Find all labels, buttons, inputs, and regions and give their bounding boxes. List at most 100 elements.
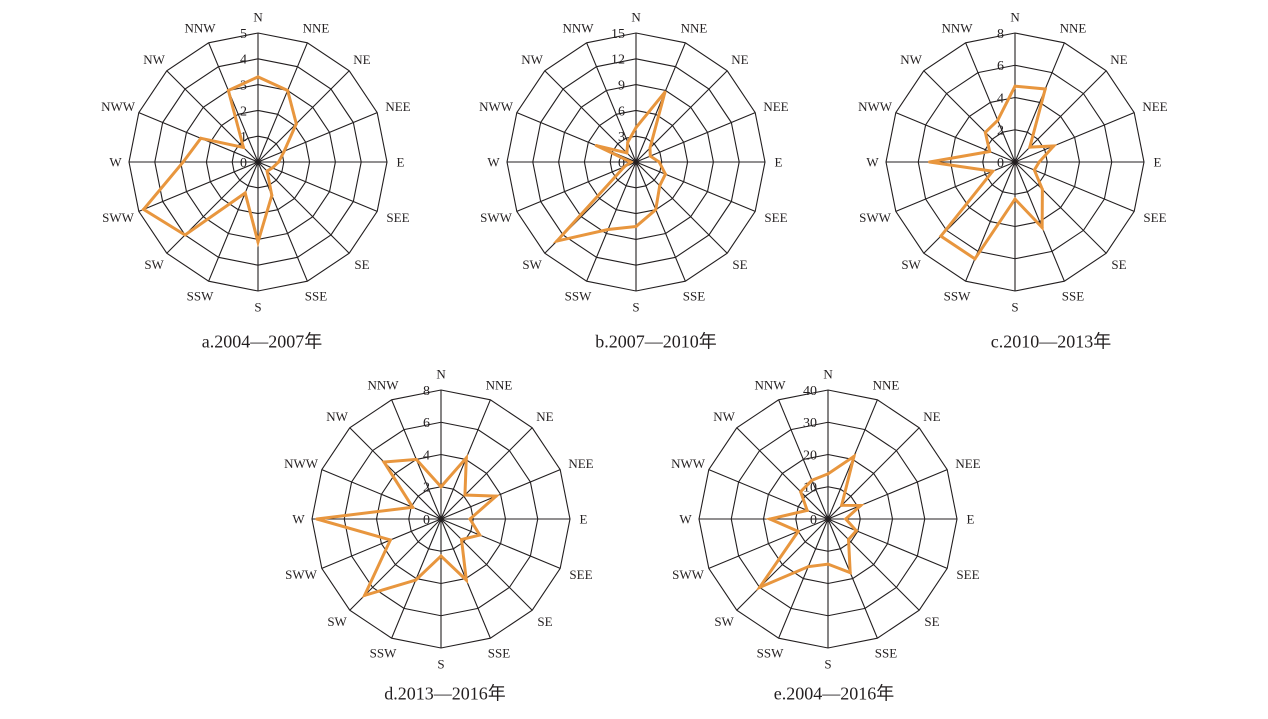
data-point	[282, 149, 286, 153]
spoke-line	[516, 161, 637, 212]
spoke-line	[440, 427, 533, 520]
data-point	[1013, 197, 1017, 201]
data-point	[844, 517, 848, 521]
direction-label: SSW	[565, 289, 592, 304]
direction-label: NNW	[367, 378, 399, 393]
spoke-line	[965, 42, 1016, 163]
data-point	[411, 505, 415, 509]
direction-label: E	[580, 512, 588, 527]
wind-rose-chart-d: 0 2 4 6 8N NNE NE NEE E SEE SE SSE S SSW SW SWW W NWW NW NN…	[284, 367, 594, 672]
radial-tick-label: 15	[611, 27, 625, 42]
spoke-line	[440, 518, 561, 569]
spoke-line	[257, 161, 308, 282]
spoke-line	[827, 518, 948, 569]
data-point	[286, 88, 290, 92]
data-point	[464, 578, 468, 582]
radial-tick-label: 2	[240, 104, 247, 119]
data-point	[634, 225, 638, 228]
direction-label: W	[487, 155, 500, 170]
direction-label: SSE	[305, 289, 327, 304]
data-point	[294, 122, 298, 126]
direction-label: SEE	[569, 567, 592, 582]
data-point	[973, 257, 977, 261]
direction-label: W	[109, 155, 122, 170]
direction-label: SE	[537, 614, 552, 629]
chart-caption-e: e.2004—2016年	[774, 683, 895, 703]
direction-label: NNW	[941, 21, 973, 36]
direction-label: NE	[923, 409, 940, 424]
direction-label: SW	[144, 257, 164, 272]
data-point	[494, 494, 498, 498]
chart-caption-a: a.2004—2007年	[202, 331, 323, 351]
direction-label: NEE	[1142, 99, 1167, 114]
direction-label: NE	[536, 409, 553, 424]
data-point	[663, 90, 667, 94]
direction-label: S	[437, 657, 444, 672]
direction-label: SSE	[1062, 289, 1084, 304]
data-point	[463, 493, 467, 497]
data-point	[939, 234, 943, 238]
spoke-line	[708, 518, 829, 569]
data-point	[1040, 226, 1044, 230]
spoke-line	[349, 427, 442, 520]
data-point	[847, 538, 851, 542]
spoke-line	[895, 112, 1016, 163]
spoke-line	[440, 518, 533, 611]
direction-label: NW	[900, 52, 922, 67]
spoke-line	[1014, 161, 1065, 282]
spoke-line	[1014, 112, 1135, 163]
data-point	[852, 454, 856, 458]
data-point	[1032, 168, 1036, 172]
direction-label: N	[1010, 10, 1020, 25]
radial-tick-label: 6	[618, 104, 625, 119]
spoke-line	[736, 518, 829, 611]
data-point	[265, 169, 269, 173]
wind-rose-chart-c: 0 2 4 6 8N NNE NE NEE E SEE SE SSE S SSW SW SWW W NWW NW NN…	[858, 10, 1168, 315]
direction-label: W	[292, 512, 305, 527]
direction-label: E	[1154, 155, 1162, 170]
data-point	[654, 208, 658, 212]
data-point	[256, 75, 260, 79]
data-point	[199, 136, 203, 140]
direction-label: NNE	[486, 378, 513, 393]
spoke-line	[208, 42, 259, 163]
data-point	[363, 593, 367, 597]
radial-tick-label: 4	[423, 448, 430, 463]
spoke-line	[544, 70, 637, 163]
direction-label: NNE	[681, 21, 708, 36]
data-point	[768, 517, 772, 521]
direction-label: SW	[714, 614, 734, 629]
data-point	[439, 554, 443, 558]
data-point	[439, 485, 443, 489]
data-point	[142, 207, 146, 211]
data-point	[270, 193, 274, 197]
data-point	[555, 239, 559, 243]
data-point	[414, 457, 418, 461]
data-point	[799, 490, 803, 494]
direction-label: NWW	[858, 99, 893, 114]
direction-label: SEE	[764, 210, 787, 225]
spoke-line	[635, 161, 756, 212]
spoke-line	[778, 399, 829, 520]
direction-label: E	[967, 512, 975, 527]
data-point	[810, 478, 814, 482]
spoke-line	[257, 161, 378, 212]
radial-tick-label: 4	[997, 91, 1004, 106]
spoke-line	[635, 161, 728, 254]
direction-label: NWW	[101, 99, 136, 114]
direction-label: NWW	[284, 456, 319, 471]
data-point	[625, 151, 629, 155]
direction-label: NEE	[568, 456, 593, 471]
direction-label: NNE	[303, 21, 330, 36]
wind-rose-chart-b: 0 3 6 9 12 15 N NNE NE NEE E SEE SE SSE S SSW SW SWW W NWW N…	[479, 10, 789, 315]
direction-label: SWW	[859, 210, 892, 225]
data-point	[388, 538, 392, 542]
direction-label: NW	[521, 52, 543, 67]
data-point	[626, 140, 630, 144]
spoke-line	[321, 518, 442, 569]
spoke-line	[923, 70, 1016, 163]
direction-label: NW	[713, 409, 735, 424]
data-point	[226, 88, 230, 92]
spoke-line	[208, 161, 259, 282]
